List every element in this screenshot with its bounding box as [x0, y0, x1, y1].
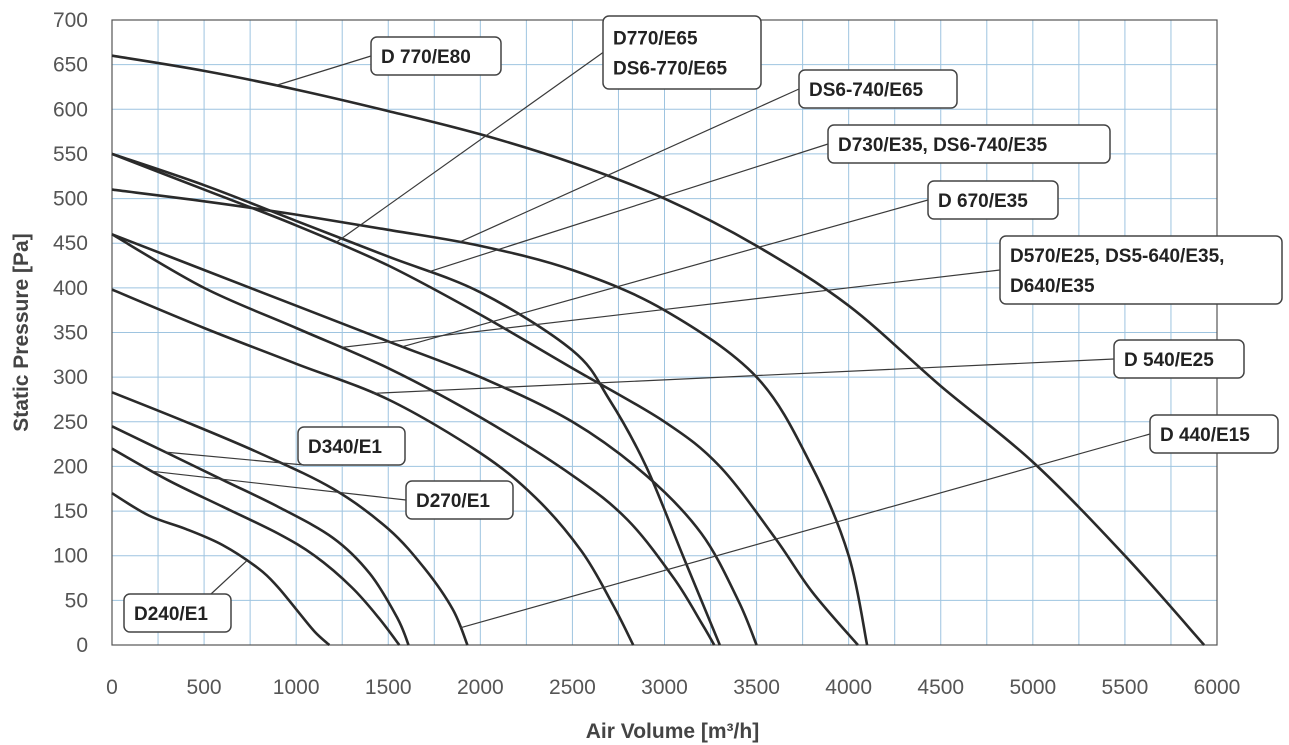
callout-label: D270/E1: [416, 491, 490, 512]
callout-label: D640/E35: [1010, 276, 1095, 297]
leader-line: [460, 433, 1151, 629]
series-callout: DS6-740/E65: [798, 69, 958, 109]
grid: [111, 19, 1218, 646]
curve-series-7: [111, 152, 722, 646]
y-tick-label: 700: [53, 9, 88, 32]
curve-series-8: [111, 152, 859, 646]
callouts: D 770/E80 D770/E65 DS6-770/E65 DS6-740/E65 D…: [123, 15, 1283, 633]
y-tick-label: 0: [76, 634, 88, 657]
y-tick-label: 100: [53, 545, 88, 568]
leader-line: [459, 88, 800, 243]
callout-label: D240/E1: [134, 604, 208, 625]
x-tick-label: 1500: [365, 676, 412, 699]
leader-line: [401, 199, 929, 348]
x-tick-label: 3500: [733, 676, 780, 699]
callout-box: [798, 69, 958, 109]
callout-box: [827, 124, 1111, 164]
callout-box: [405, 480, 514, 520]
x-tick-label: 0: [106, 676, 118, 699]
series-callout: D570/E25, DS5-640/E35, D640/E35: [999, 235, 1283, 305]
series-callout: D 770/E80: [370, 36, 502, 76]
curve-series-0: [111, 492, 331, 646]
leader-line: [340, 269, 1001, 349]
y-tick-label: 300: [53, 366, 88, 389]
callout-label: DS6-770/E65: [613, 59, 728, 80]
series-callout: D770/E65 DS6-770/E65: [602, 15, 762, 90]
callout-box: [370, 36, 502, 76]
y-axis-title: Static Pressure [Pa]: [10, 233, 33, 431]
callout-label: D 670/E35: [938, 191, 1028, 212]
callout-box: [1149, 414, 1279, 454]
leader-line: [335, 52, 604, 244]
x-tick-label: 5000: [1009, 676, 1056, 699]
tick-labels: 0 500 1000 1500 2000 2500 3000 3500 4000 4500 5000…: [53, 9, 1240, 699]
curve-series-2: [111, 425, 410, 646]
callout-box: [927, 180, 1059, 220]
curve-series-9: [111, 188, 869, 646]
leader-line: [210, 560, 248, 595]
leader-line: [152, 470, 407, 501]
leader-line: [275, 55, 372, 87]
series-callout: D 540/E25: [1113, 339, 1245, 379]
series-callout: D 670/E35: [927, 180, 1059, 220]
x-tick-label: 4000: [825, 676, 872, 699]
leader-line: [427, 143, 829, 273]
x-tick-label: 500: [187, 676, 222, 699]
callout-label: D730/E35, DS6-740/E35: [838, 135, 1048, 156]
y-tick-label: 400: [53, 277, 88, 300]
y-tick-label: 500: [53, 188, 88, 211]
callout-box: [297, 426, 406, 466]
series-callout: D240/E1: [123, 593, 232, 633]
leader-lines: [152, 52, 1151, 629]
x-tick-label: 5500: [1102, 676, 1149, 699]
series-callout: D730/E35, DS6-740/E35: [827, 124, 1111, 164]
callout-box: [1113, 339, 1245, 379]
callout-label: D 540/E25: [1124, 350, 1214, 371]
y-tick-label: 650: [53, 54, 88, 77]
callout-label: D340/E1: [308, 437, 382, 458]
curve-series-5: [111, 233, 716, 646]
y-tick-label: 450: [53, 232, 88, 255]
leader-line: [372, 358, 1115, 394]
y-tick-label: 350: [53, 322, 88, 345]
curve-series-3: [111, 391, 469, 646]
y-tick-label: 250: [53, 411, 88, 434]
y-tick-label: 600: [53, 98, 88, 121]
x-tick-label: 6000: [1194, 676, 1241, 699]
callout-box: [602, 15, 762, 90]
curve-series-10: [111, 54, 1206, 646]
callout-label: D 770/E80: [381, 47, 471, 68]
y-tick-label: 150: [53, 500, 88, 523]
x-axis-title: Air Volume [m³/h]: [586, 720, 759, 743]
x-tick-label: 1000: [273, 676, 320, 699]
curves: [111, 54, 1206, 646]
y-tick-label: 550: [53, 143, 88, 166]
x-tick-label: 4500: [917, 676, 964, 699]
curve-series-6: [111, 233, 758, 646]
callout-box: [123, 593, 232, 633]
leader-line: [165, 451, 305, 466]
y-tick-label: 200: [53, 455, 88, 478]
x-tick-label: 3000: [641, 676, 688, 699]
series-callout: D340/E1: [297, 426, 406, 466]
series-callout: D 440/E15: [1149, 414, 1279, 454]
callout-label: D770/E65: [613, 29, 698, 50]
callout-label: D570/E25, DS5-640/E35,: [1010, 246, 1224, 267]
x-tick-label: 2000: [457, 676, 504, 699]
series-callout: D270/E1: [405, 480, 514, 520]
callout-box: [999, 235, 1283, 305]
callout-label: DS6-740/E65: [809, 80, 924, 101]
x-tick-label: 2500: [549, 676, 596, 699]
callout-label: D 440/E15: [1160, 425, 1250, 446]
curve-series-1: [111, 447, 401, 646]
y-tick-label: 50: [65, 589, 88, 612]
curve-series-4: [111, 288, 635, 646]
